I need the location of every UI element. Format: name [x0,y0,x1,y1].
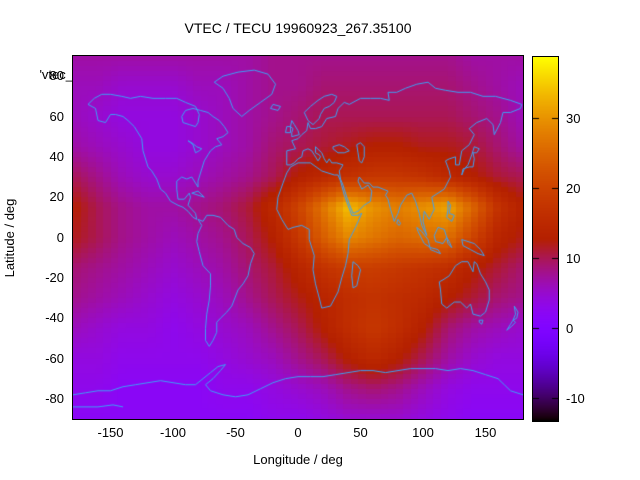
y-tick-label: -80 [45,390,64,406]
y-tick-label: 0 [56,229,64,245]
plot-area [72,55,524,420]
x-tick-label: 150 [474,425,497,440]
colorbar-tick-label: 30 [566,110,581,126]
y-tick-label: -20 [45,269,64,285]
x-tick-label: 100 [412,425,434,440]
colorbar-tick-label: 20 [566,180,581,196]
y-tick-label: -60 [45,350,64,366]
heatmap-canvas [73,56,523,419]
colorbar-tick-label: -10 [566,390,585,406]
x-axis-label: Longitude / deg [253,452,343,467]
x-tick-label: 0 [294,425,302,440]
colorbar [532,56,559,422]
y-tick-label: 40 [49,148,64,164]
colorbar-tick-label: 0 [566,320,574,336]
x-tick-label: -50 [226,425,245,440]
y-tick-label: 60 [49,108,64,124]
x-tick-label: -100 [159,425,187,440]
x-tick-label: 50 [353,425,368,440]
key-label: 'vtec_ [39,67,73,82]
x-tick-label: -150 [97,425,124,440]
colorbar-tick-label: 10 [566,250,581,266]
y-axis-label: Latitude / deg [2,198,17,278]
y-tick-label: -40 [45,310,64,326]
y-tick-label: 20 [49,189,64,205]
y-tick-label: 80 [49,68,64,84]
colorbar-canvas [533,57,558,421]
chart-title: VTEC / TECU 19960923_267.35100 [184,20,412,36]
